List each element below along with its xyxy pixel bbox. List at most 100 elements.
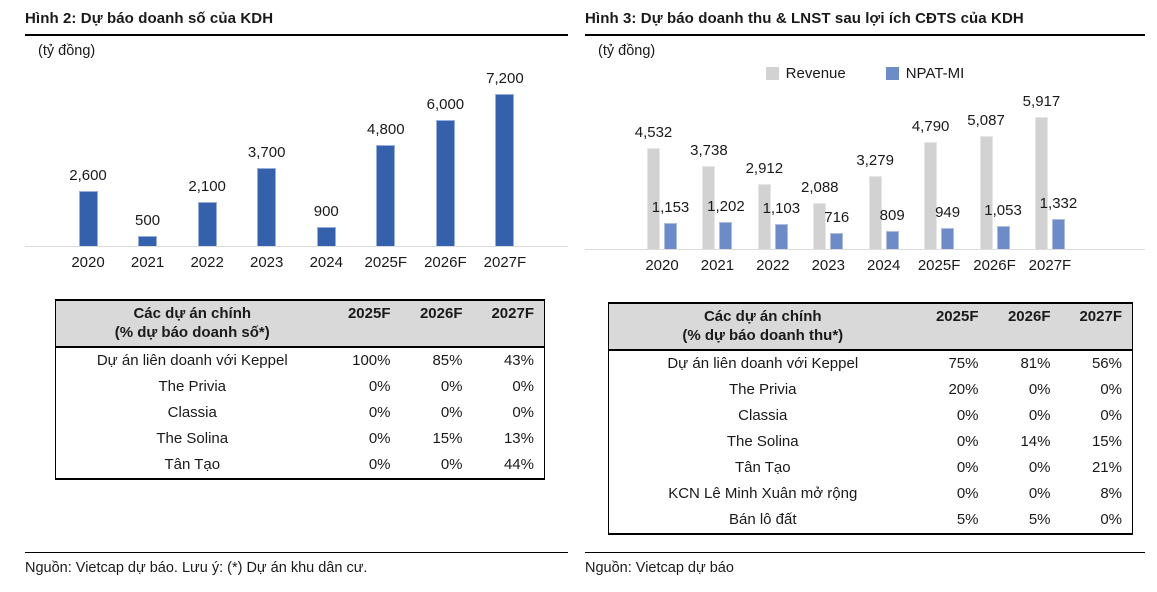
bar-value-label: 7,200 — [486, 70, 524, 88]
bar-group-2021: 3,738 1,202 — [690, 143, 745, 249]
project-name-cell: Classia — [738, 407, 788, 424]
figure-2-unit-label: (tỷ đồng) — [38, 43, 96, 59]
table-row: Tân Tạo 0% 0% 44% — [56, 452, 545, 479]
table-row: Dự án liên doanh với Keppel 100% 85% 43% — [56, 347, 545, 374]
percent-cell-2025F: 20% — [948, 381, 979, 398]
figure-3-panel: Hình 3: Dự báo doanh thu & LNST sau lợi … — [585, 10, 1145, 592]
npatmi-bar-2024: 809 — [880, 208, 905, 249]
year-column-header-2025F: 2025F — [328, 300, 401, 348]
bar-value-label: 6,000 — [426, 95, 465, 113]
bar-slot-2024: 900 — [297, 204, 355, 246]
bar-slot-2025F: 4,800 — [357, 122, 415, 246]
npatmi-bar-2026F: 1,053 — [984, 203, 1022, 249]
bar-slot-2020: 2,600 — [59, 168, 117, 246]
project-name-cell: The Solina — [156, 430, 229, 447]
revenue-npatmi-x-axis: 2020 2021 2022 2023 2024 2025F 2026F 2027F — [585, 257, 1145, 274]
percent-cell-2027F: 13% — [503, 430, 534, 447]
sales-mix-table-body: Dự án liên doanh với Keppel 100% 85% 43% The… — [56, 347, 545, 479]
percent-cell-2025F: 0% — [368, 404, 391, 421]
project-name-cell: The Privia — [728, 381, 797, 398]
revenue-bar-2027F: 5,917 — [1023, 94, 1060, 249]
project-name-cell: KCN Lê Minh Xuân mở rộng — [668, 485, 858, 502]
year-column-header-2027F: 2027F — [1060, 303, 1133, 351]
x-axis-label-2023: 2023 — [250, 254, 284, 271]
bar-slot-2023: 3,700 — [238, 145, 296, 246]
x-axis-label-2024: 2024 — [867, 257, 901, 274]
percent-cell-2025F: 100% — [352, 352, 391, 369]
figure-3-unit-label: (tỷ đồng) — [598, 43, 656, 59]
x-axis-label-2026F: 2026F — [973, 257, 1016, 274]
table-row: The Solina 0% 14% 15% — [609, 429, 1133, 455]
npatmi-bar-2027F: 1,332 — [1040, 196, 1077, 249]
revenue-npatmi-plot: 4,532 1,153 3,738 1,202 2,912 1,103 2,088 716 3,… — [585, 83, 1145, 250]
bar-value-label: 5,917 — [1022, 93, 1061, 111]
bar-value-label: 5,087 — [967, 111, 1005, 129]
percent-cell-2027F: 43% — [503, 352, 534, 369]
percent-cell-2027F: 0% — [512, 404, 534, 421]
percent-cell-2025F: 0% — [368, 378, 391, 395]
x-axis-label-2025F: 2025F — [917, 257, 961, 274]
legend-item-revenue: Revenue — [765, 65, 846, 82]
x-axis-label-2020: 2020 — [71, 254, 105, 271]
project-name-cell: The Privia — [158, 378, 227, 395]
sales-bar-2025F: 4,800 — [367, 122, 405, 246]
revenue-bar-2021: 3,738 — [690, 143, 728, 249]
project-name-cell: Dự án liên doanh với Keppel — [96, 352, 288, 369]
bar-group-2024: 3,279 809 — [856, 153, 909, 249]
revenue-bar-2026F: 5,087 — [967, 113, 1005, 249]
chart-legend: Revenue NPAT-MI — [585, 63, 1145, 83]
revenue-npatmi-chart: Revenue NPAT-MI 4,532 1,153 3,738 1,202 2,91… — [585, 61, 1145, 274]
projects-column-header: Các dự án chính (% dự báo doanh thu*) — [608, 303, 917, 351]
sales-forecast-chart: 2,600 500 2,100 3,700 900 4,800 6,000 7,200 202… — [25, 61, 568, 271]
x-axis-label-2026F: 2026F — [424, 254, 467, 271]
x-axis-label-2021: 2021 — [700, 257, 735, 274]
percent-cell-2027F: 15% — [1091, 433, 1122, 450]
x-axis-label-2027F: 2027F — [483, 254, 527, 271]
bar-value-label: 4,790 — [911, 118, 950, 136]
bar-value-label: 716 — [824, 209, 850, 227]
percent-cell-2027F: 8% — [1100, 485, 1122, 502]
sales-bar-2026F: 6,000 — [427, 97, 464, 246]
revenue-mix-table-body: Dự án liên doanh với Keppel 75% 81% 56% The … — [609, 350, 1133, 534]
sales-bar-2020: 2,600 — [69, 168, 107, 246]
projects-header-line2: (% dự báo doanh số*) — [114, 324, 270, 341]
figure-3-title: Hình 3: Dự báo doanh thu & LNST sau lợi … — [585, 10, 1145, 36]
x-axis-label-2027F: 2027F — [1028, 257, 1072, 274]
sales-forecast-x-axis: 2020 2021 2022 2023 2024 2025F 2026F 2027F — [25, 254, 568, 271]
x-axis-label-2025F: 2025F — [364, 254, 408, 271]
percent-cell-2025F: 75% — [948, 355, 979, 372]
table-row: The Privia 20% 0% 0% — [609, 377, 1133, 403]
table-row: Bán lô đất 5% 5% 0% — [609, 507, 1133, 534]
sales-bar-2022: 2,100 — [188, 179, 226, 246]
percent-cell-2026F: 0% — [1028, 407, 1051, 424]
revenue-legend-swatch-icon — [765, 66, 779, 80]
bar-value-label: 3,738 — [690, 141, 728, 159]
x-axis-label-2023: 2023 — [811, 257, 845, 274]
project-name-cell: Classia — [167, 404, 217, 421]
sales-mix-table: Các dự án chính (% dự báo doanh số*) 202… — [55, 299, 545, 480]
bar-value-label: 2,600 — [69, 167, 107, 185]
x-axis-label-2022: 2022 — [190, 254, 224, 271]
percent-cell-2027F: 21% — [1091, 459, 1122, 476]
projects-header-line2: (% dự báo doanh thu*) — [682, 327, 844, 344]
table-row: KCN Lê Minh Xuân mở rộng 0% 0% 8% — [609, 481, 1133, 507]
npatmi-bar-2025F: 949 — [935, 205, 960, 249]
sales-bar-2021: 500 — [135, 213, 160, 246]
project-name-cell: The Solina — [726, 433, 799, 450]
revenue-bar-2020: 4,532 — [635, 125, 672, 249]
percent-cell-2026F: 85% — [432, 352, 463, 369]
npatmi-bar-2023: 716 — [824, 210, 849, 249]
bar-group-2025F: 4,790 949 — [912, 119, 964, 249]
percent-cell-2026F: 81% — [1020, 355, 1051, 372]
bar-slot-2021: 500 — [119, 213, 177, 246]
bar-value-label: 1,202 — [707, 198, 745, 216]
bar-value-label: 809 — [879, 207, 905, 224]
percent-cell-2025F: 0% — [368, 456, 391, 473]
revenue-bar-2024: 3,279 — [856, 153, 894, 249]
table-row: Classia 0% 0% 0% — [609, 403, 1133, 429]
sales-mix-table-header: Các dự án chính (% dự báo doanh số*) 202… — [55, 300, 545, 348]
revenue-bar-2023: 2,088 — [801, 180, 839, 249]
table-row: Classia 0% 0% 0% — [56, 400, 545, 426]
projects-header-line1: Các dự án chính — [133, 305, 252, 322]
